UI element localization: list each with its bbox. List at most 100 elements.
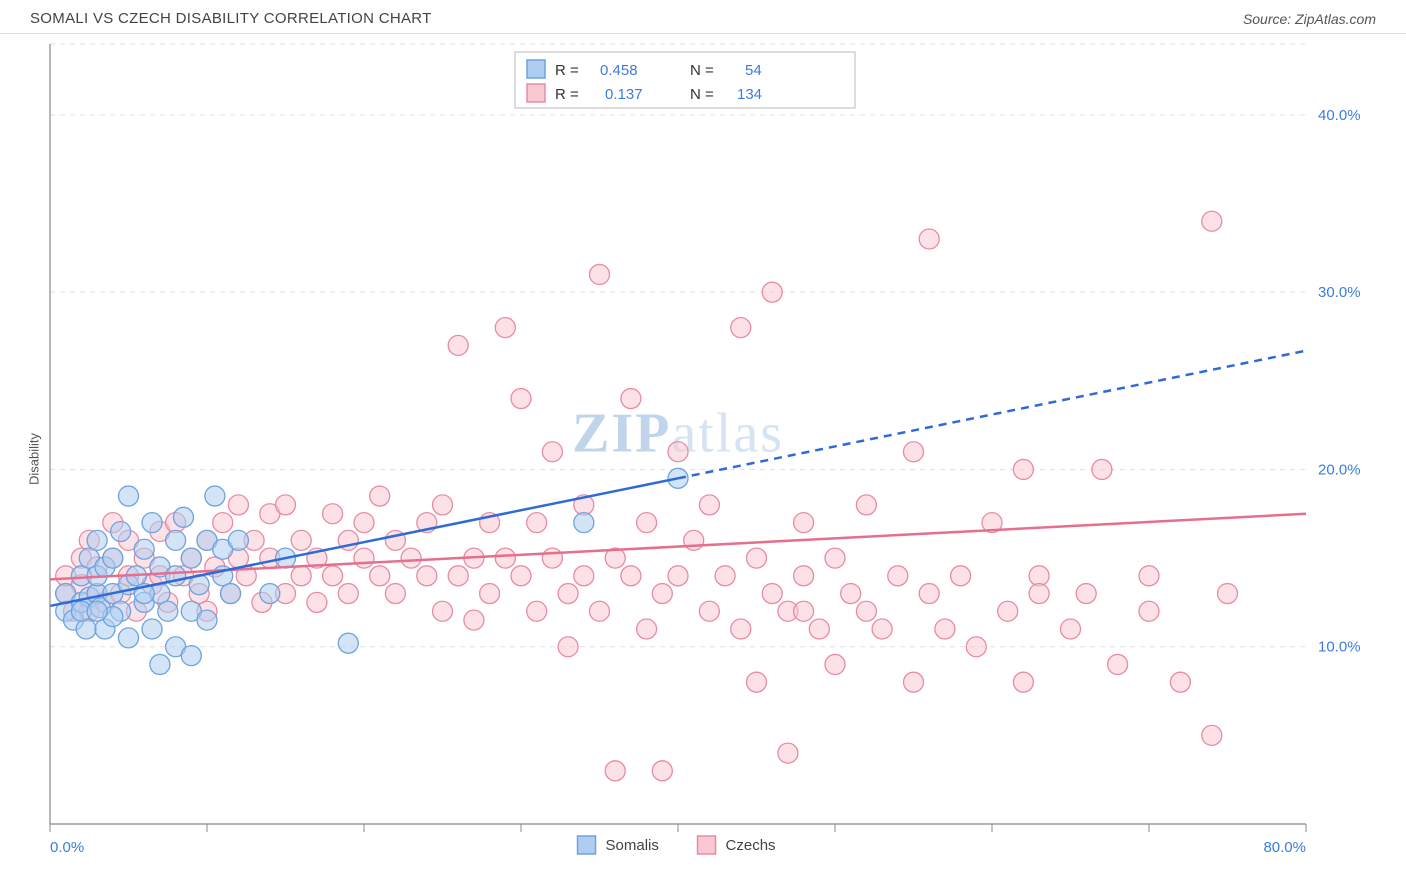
point-czechs [652,761,672,781]
point-czechs [213,513,233,533]
point-somalis [260,584,280,604]
point-czechs [668,442,688,462]
point-czechs [1202,211,1222,231]
point-czechs [731,619,751,639]
point-czechs [966,637,986,657]
point-czechs [935,619,955,639]
point-somalis [173,507,193,527]
point-czechs [590,601,610,621]
point-czechs [1108,654,1128,674]
point-czechs [809,619,829,639]
x-tick-label: 80.0% [1263,839,1306,856]
point-czechs [511,566,531,586]
point-somalis [205,486,225,506]
svg-text:R =: R = [555,62,579,79]
point-czechs [1061,619,1081,639]
point-czechs [323,566,343,586]
point-czechs [794,566,814,586]
point-somalis [103,548,123,568]
point-somalis [221,584,241,604]
point-somalis [197,610,217,630]
point-czechs [1170,672,1190,692]
point-czechs [228,495,248,515]
point-czechs [542,442,562,462]
point-czechs [527,601,547,621]
point-czechs [448,335,468,355]
footer-label-czechs: Czechs [726,837,776,854]
x-tick-label: 0.0% [50,839,84,856]
point-czechs [542,548,562,568]
point-czechs [621,389,641,409]
point-somalis [142,619,162,639]
svg-text:0.137: 0.137 [605,86,643,103]
legend-swatch-czechs [527,84,545,102]
point-czechs [291,566,311,586]
y-tick-label: 30.0% [1318,284,1361,301]
point-czechs [762,282,782,302]
point-somalis [134,539,154,559]
svg-text:54: 54 [745,62,762,79]
point-czechs [1013,459,1033,479]
point-czechs [338,584,358,604]
point-czechs [919,229,939,249]
point-czechs [699,495,719,515]
point-czechs [856,495,876,515]
chart-area: Disability ZIPatlas0.0%80.0%10.0%20.0%30… [0,34,1406,884]
point-czechs [448,566,468,586]
point-czechs [747,548,767,568]
svg-text:N =: N = [690,62,714,79]
point-czechs [1013,672,1033,692]
footer-swatch-somalis [578,836,596,854]
point-czechs [731,318,751,338]
y-tick-label: 40.0% [1318,107,1361,124]
point-czechs [1139,601,1159,621]
svg-text:N =: N = [690,86,714,103]
point-czechs [825,654,845,674]
point-czechs [605,761,625,781]
point-somalis [119,486,139,506]
point-czechs [558,637,578,657]
point-somalis [166,530,186,550]
point-czechs [417,566,437,586]
point-czechs [558,584,578,604]
legend-swatch-somalis [527,60,545,78]
point-czechs [1076,584,1096,604]
point-somalis [76,619,96,639]
point-czechs [276,495,296,515]
svg-text:R =: R = [555,86,579,103]
point-czechs [841,584,861,604]
point-czechs [590,264,610,284]
point-czechs [495,318,515,338]
point-czechs [621,566,641,586]
point-somalis [228,530,248,550]
point-czechs [464,610,484,630]
point-czechs [888,566,908,586]
point-czechs [433,601,453,621]
point-czechs [511,389,531,409]
point-czechs [307,592,327,612]
point-somalis [158,601,178,621]
point-czechs [856,601,876,621]
point-somalis [181,646,201,666]
point-czechs [1218,584,1238,604]
point-czechs [1139,566,1159,586]
chart-header: SOMALI VS CZECH DISABILITY CORRELATION C… [0,0,1406,34]
point-czechs [762,584,782,604]
point-czechs [354,548,374,568]
point-czechs [323,504,343,524]
point-czechs [778,743,798,763]
point-czechs [1092,459,1112,479]
point-czechs [1202,725,1222,745]
y-axis-label: Disability [27,433,42,485]
y-tick-label: 10.0% [1318,639,1361,656]
point-somalis [142,513,162,533]
point-czechs [574,566,594,586]
point-czechs [370,486,390,506]
point-czechs [668,566,688,586]
svg-text:0.458: 0.458 [600,62,638,79]
svg-text:134: 134 [737,86,762,103]
point-czechs [919,584,939,604]
point-czechs [699,601,719,621]
point-czechs [433,495,453,515]
point-czechs [527,513,547,533]
